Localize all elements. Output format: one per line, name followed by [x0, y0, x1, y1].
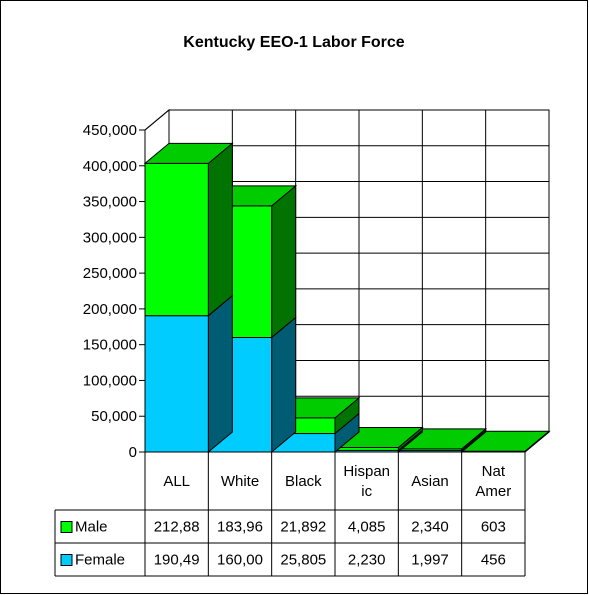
y-tick-label: 100,000 [83, 372, 137, 389]
table-cell-male-hispanic: 4,085 [348, 519, 386, 536]
table-cell-female-nat-amer: 456 [481, 552, 506, 569]
data-table: ALL White Black Hispan ic Asian Nat Amer Male 212… [54, 452, 526, 577]
category-label-line: White [221, 473, 259, 490]
table-cell-male-nat-amer: 603 [481, 519, 506, 536]
category-label-line: Black [285, 473, 322, 490]
bar-side [207, 142, 233, 317]
table-cell-male-black: 21,892 [280, 519, 326, 536]
bar-side [271, 316, 297, 454]
table-cell-male-asian: 2,340 [411, 519, 449, 536]
y-tick-label: 200,000 [83, 301, 137, 318]
y-tick-label: 150,000 [83, 337, 137, 354]
bars [143, 142, 551, 454]
y-tick-label: 400,000 [83, 158, 137, 175]
category-label-line: ic [361, 483, 372, 500]
category-label-black: Black [285, 473, 322, 490]
legend-swatch-female [60, 554, 73, 566]
category-label-line: Amer [475, 483, 511, 500]
y-tick-label: 50,000 [91, 408, 137, 425]
y-tick-label: 250,000 [83, 265, 137, 282]
table-cell-male-all: 212,88 [154, 519, 200, 536]
category-label-all: ALL [163, 473, 190, 490]
category-label-line: Hispan [343, 463, 390, 480]
bar-top [143, 142, 234, 164]
category-label-hispanic: Hispan ic [343, 463, 390, 500]
legend-label-male: Male [75, 519, 108, 536]
bar-side [271, 184, 297, 339]
chart-title: Kentucky EEO-1 Labor Force [183, 34, 404, 51]
bar-male-all [144, 162, 209, 317]
category-label-asian: Asian [411, 473, 449, 490]
table-cell-female-white: 160,00 [217, 552, 263, 569]
table-cell-female-black: 25,805 [280, 552, 326, 569]
legend-label-female: Female [75, 552, 125, 569]
bar-female-all [144, 315, 209, 453]
table-cell-female-asian: 1,997 [411, 552, 449, 569]
category-label-nat-amer: Nat Amer [475, 463, 511, 500]
y-tick-label: 350,000 [83, 194, 137, 211]
legend-swatch-male [60, 521, 73, 533]
y-tick-label: 450,000 [83, 122, 137, 139]
y-axis-ticks: 0 50,000 100,000 150,000 200,000 250,000 300,0… [83, 122, 146, 461]
category-label-line: ALL [163, 473, 190, 490]
table-cell-male-white: 183,96 [217, 519, 263, 536]
category-label-line: Asian [411, 473, 449, 490]
bar-side [207, 294, 233, 454]
category-label-white: White [221, 473, 259, 490]
table-cell-female-hispanic: 2,230 [348, 552, 386, 569]
y-tick-label: 300,000 [83, 229, 137, 246]
y-tick-label: 0 [129, 444, 137, 461]
bar-stack-all [143, 142, 234, 454]
category-label-line: Nat [482, 463, 506, 480]
table-cell-female-all: 190,49 [154, 552, 200, 569]
